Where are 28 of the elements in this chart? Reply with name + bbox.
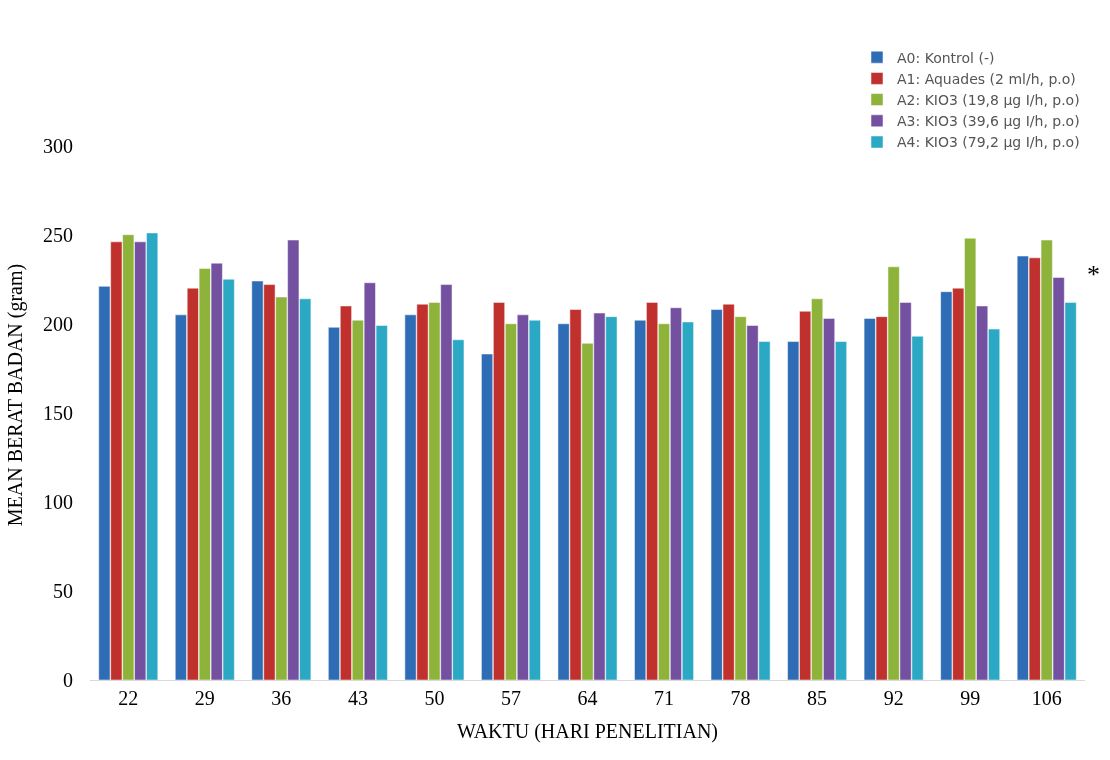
y-tick-label: 200 [43, 312, 73, 335]
x-tick-label: 64 [577, 687, 598, 709]
x-tick-label: 85 [807, 687, 828, 709]
text: * [1087, 260, 1100, 289]
x-tick-label: 36 [271, 687, 292, 709]
x-tick-label: 29 [194, 687, 215, 709]
y-tick-label: 300 [43, 134, 73, 157]
x-tick-label: 92 [883, 687, 904, 709]
y-tick-label: 250 [43, 223, 73, 246]
y-tick-label: 50 [53, 579, 73, 602]
x-tick-label: 71 [654, 687, 675, 709]
x-tick-label: 106 [1031, 687, 1062, 709]
x-tick-label: 50 [424, 687, 445, 709]
y-tick-label: 150 [43, 401, 73, 424]
x-tick-label: 99 [960, 687, 981, 709]
y-tick-label: 100 [43, 490, 73, 513]
x-tick-label: 43 [347, 687, 368, 709]
x-tick-label: 22 [118, 687, 139, 709]
x-tick-label: 78 [730, 687, 751, 709]
y-axis-title: MEAN BERAT BADAN (gram) [3, 263, 27, 527]
y-tick-label: 0 [63, 669, 73, 691]
x-tick-label: 57 [500, 687, 521, 709]
legend-label: A4: KIO3 (79,2 µg I/h, p.o) [897, 134, 1080, 151]
legend-label: A0: Kontrol (-) [897, 49, 995, 66]
x-axis-title: WAKTU (HARI PENELITIAN) [456, 719, 719, 743]
legend-label: A1: Aquades (2 ml/h, p.o) [897, 70, 1076, 87]
legend-label: A3: KIO3 (39,6 µg I/h, p.o) [897, 113, 1080, 130]
legend-label: A2: KIO3 (19,8 µg I/h, p.o) [897, 92, 1080, 109]
